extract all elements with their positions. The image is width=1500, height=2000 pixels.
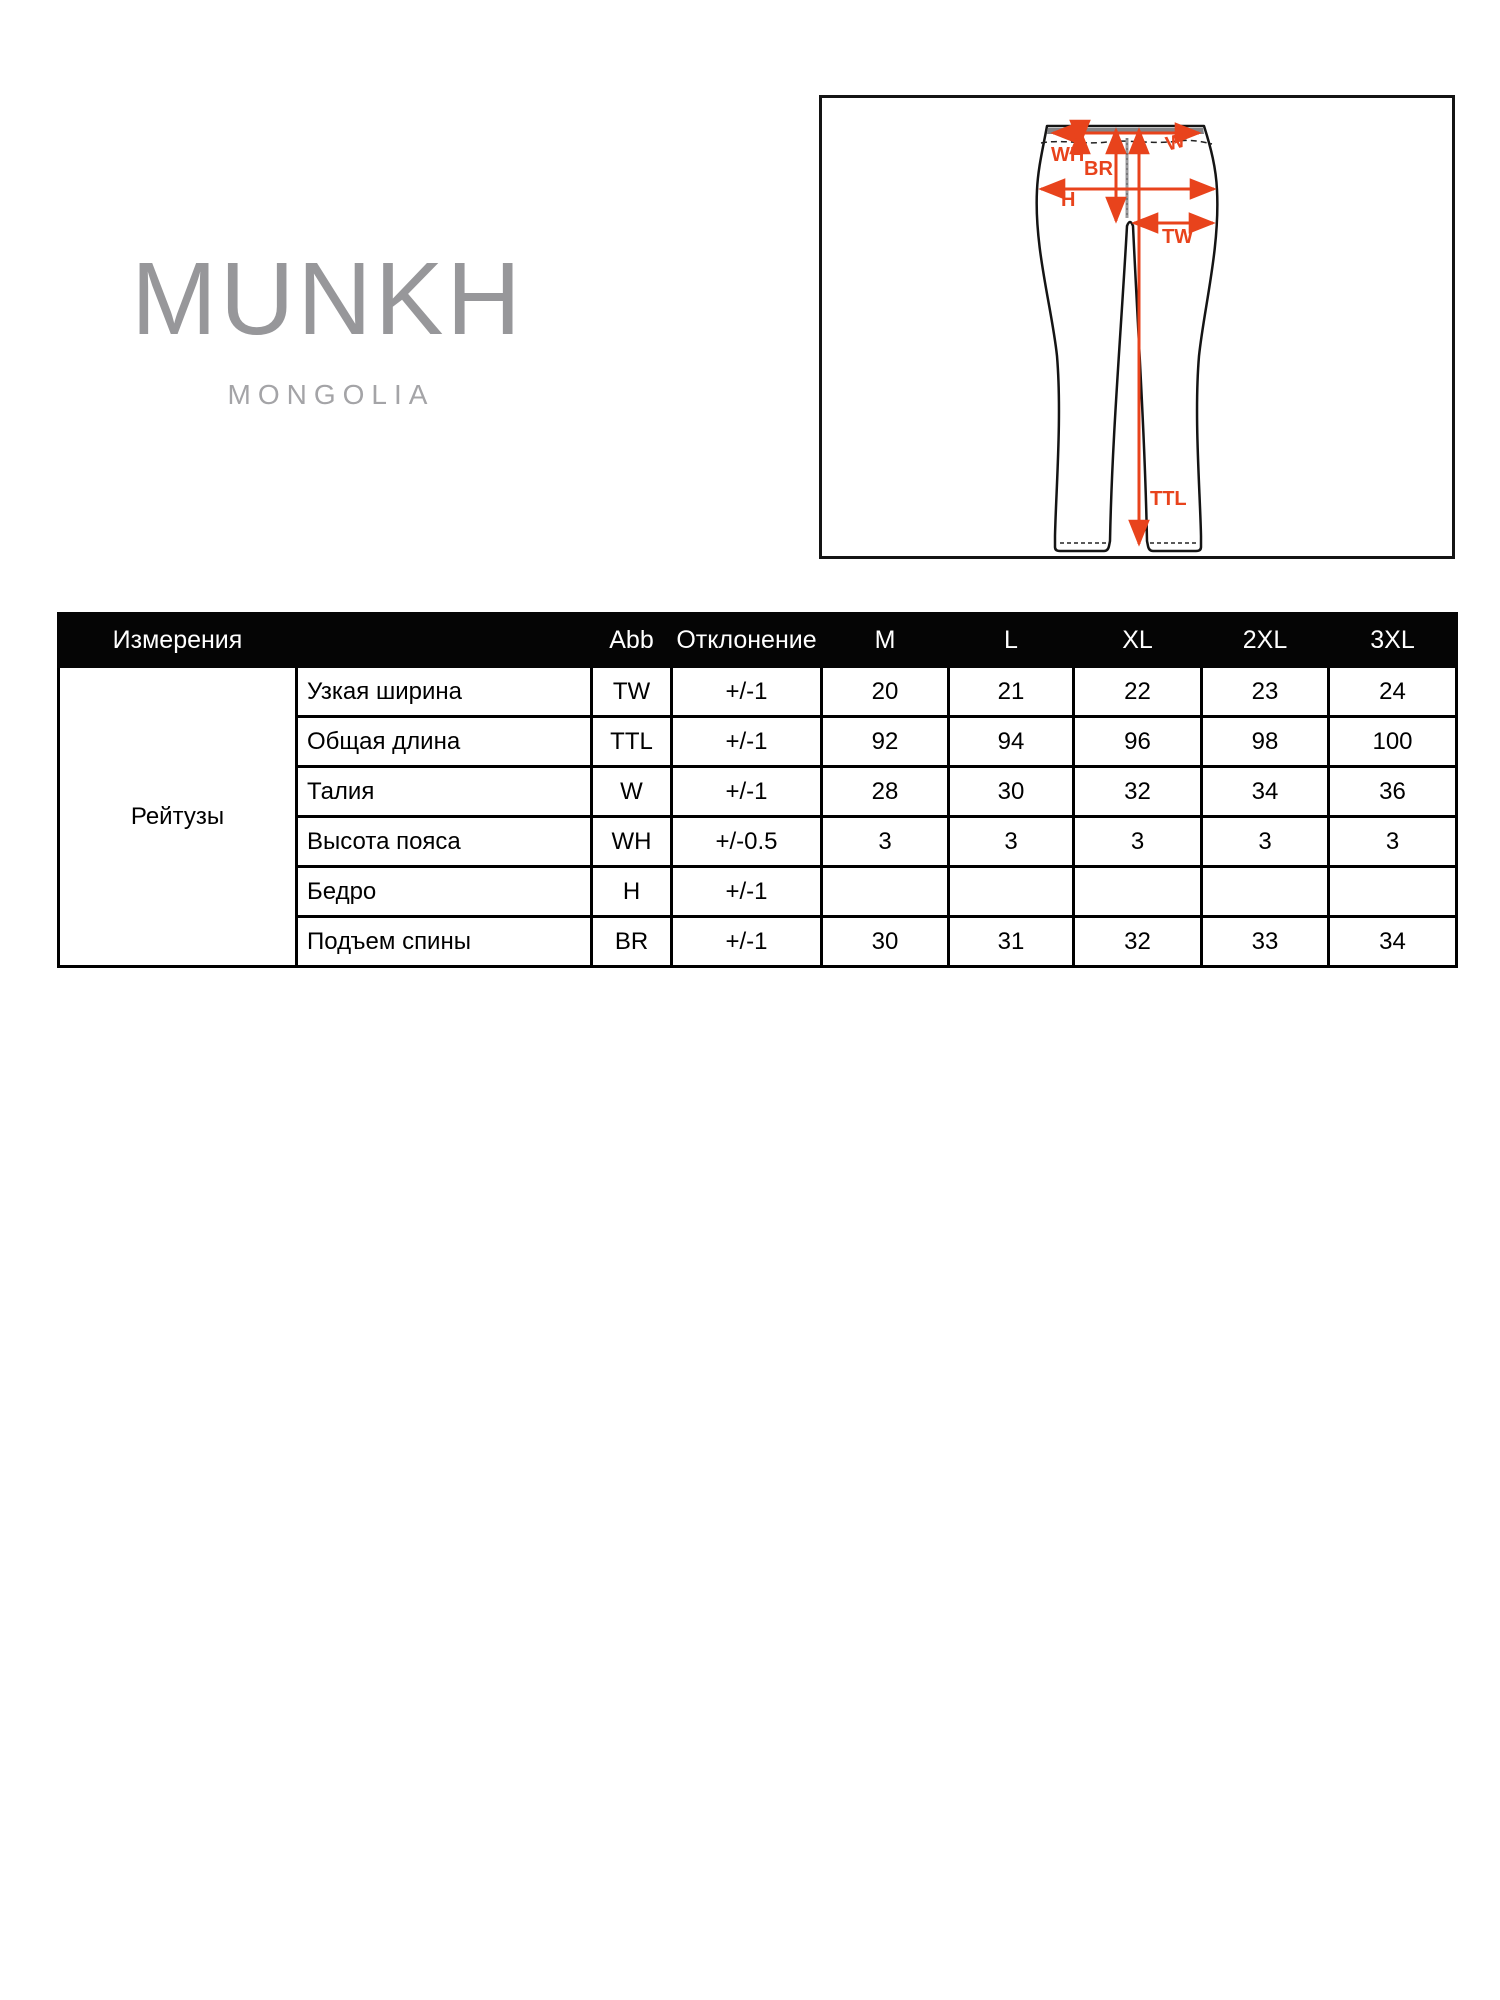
header-size-2xl: 2XL — [1200, 612, 1330, 668]
deviation-value: +/-1 — [670, 765, 823, 818]
header-size-l: L — [947, 612, 1075, 668]
header-size-xl: XL — [1072, 612, 1203, 668]
size-value: 34 — [1200, 765, 1330, 818]
size-value — [1327, 865, 1458, 918]
leggings-measurement-diagram: W WH BR H TW TTL — [1035, 119, 1219, 553]
garment-diagram-box: W WH BR H TW TTL — [819, 95, 1455, 559]
size-value: 20 — [820, 665, 950, 718]
brand-logo: MUNKH MONGOLIA — [100, 247, 555, 411]
size-value: 31 — [947, 915, 1075, 968]
measurement-arrows — [1038, 119, 1217, 547]
deviation-value: +/-1 — [670, 665, 823, 718]
abb-value: WH — [590, 815, 673, 868]
abb-value: W — [590, 765, 673, 818]
measurement-name: Бедро — [295, 865, 593, 918]
deviation-value: +/-1 — [670, 715, 823, 768]
table-row: Общая длина TTL +/-1 92 94 96 98 100 — [59, 715, 1458, 768]
measurement-labels: W WH BR H TW TTL — [1051, 130, 1193, 510]
table-header-row: Измерения Abb Отклонение M L XL 2XL 3XL — [57, 612, 1458, 668]
measurement-name: Подъем спины — [295, 915, 593, 968]
size-value: 3 — [947, 815, 1075, 868]
header-size-m: M — [820, 612, 950, 668]
size-value: 24 — [1327, 665, 1458, 718]
size-value: 28 — [820, 765, 950, 818]
size-value — [1200, 865, 1330, 918]
size-table: Измерения Abb Отклонение M L XL 2XL 3XL … — [57, 612, 1458, 968]
size-value: 30 — [947, 765, 1075, 818]
header-deviation: Отклонение — [670, 612, 823, 668]
label-br: BR — [1084, 158, 1113, 180]
table-row: Талия W +/-1 28 30 32 34 36 — [59, 765, 1458, 818]
size-value: 32 — [1072, 915, 1203, 968]
deviation-value: +/-0.5 — [670, 815, 823, 868]
measurement-name: Узкая ширина — [295, 665, 593, 718]
size-value: 100 — [1327, 715, 1458, 768]
size-value: 30 — [820, 915, 950, 968]
abb-value: TTL — [590, 715, 673, 768]
group-label: Рейтузы — [57, 665, 298, 968]
label-tw: TW — [1162, 226, 1193, 248]
brand-subtitle: MONGOLIA — [227, 379, 435, 410]
measurement-name: Талия — [295, 765, 593, 818]
size-value: 3 — [1327, 815, 1458, 868]
header-size-3xl: 3XL — [1327, 612, 1458, 668]
size-value: 32 — [1072, 765, 1203, 818]
size-value: 34 — [1327, 915, 1458, 968]
deviation-value: +/-1 — [670, 915, 823, 968]
label-w: W — [1164, 130, 1188, 156]
label-ttl: TTL — [1150, 488, 1187, 510]
size-value: 94 — [947, 715, 1075, 768]
size-value: 96 — [1072, 715, 1203, 768]
abb-value: H — [590, 865, 673, 918]
size-value — [1072, 865, 1203, 918]
size-value: 3 — [1072, 815, 1203, 868]
label-h: H — [1061, 189, 1075, 211]
size-value: 3 — [820, 815, 950, 868]
brand-name: MUNKH — [131, 241, 524, 356]
size-value — [820, 865, 950, 918]
size-value — [947, 865, 1075, 918]
size-value: 36 — [1327, 765, 1458, 818]
table-row: Высота пояса WH +/-0.5 3 3 3 3 3 — [59, 815, 1458, 868]
table-row: Рейтузы Узкая ширина TW +/-1 20 21 22 23… — [57, 665, 1458, 968]
header-name-spacer — [295, 612, 593, 668]
size-value: 33 — [1200, 915, 1330, 968]
size-value: 98 — [1200, 715, 1330, 768]
label-wh: WH — [1051, 144, 1084, 166]
abb-value: TW — [590, 665, 673, 718]
abb-value: BR — [590, 915, 673, 968]
measurement-name: Общая длина — [295, 715, 593, 768]
table-row: Бедро H +/-1 — [59, 865, 1458, 918]
measurement-name: Высота пояса — [295, 815, 593, 868]
size-value: 3 — [1200, 815, 1330, 868]
size-value: 21 — [947, 665, 1075, 718]
header-abb: Abb — [590, 612, 673, 668]
size-value: 23 — [1200, 665, 1330, 718]
size-value: 22 — [1072, 665, 1203, 718]
table-row: Подъем спины BR +/-1 30 31 32 33 34 — [59, 915, 1458, 968]
header-measurements: Измерения — [57, 612, 298, 668]
size-value: 92 — [820, 715, 950, 768]
deviation-value: +/-1 — [670, 865, 823, 918]
